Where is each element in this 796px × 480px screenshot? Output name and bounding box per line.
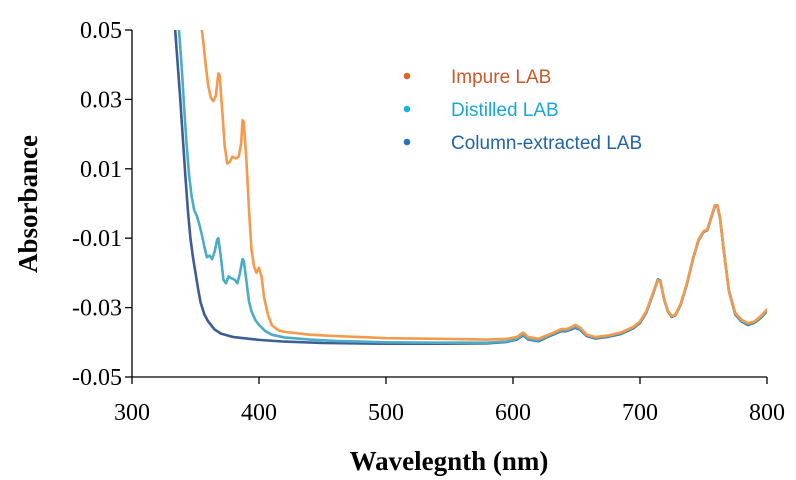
axes-layer: -0.05 -0.03 -0.01 0.01 0.03 0.05 300 400 500 600 7… <box>72 18 785 426</box>
legend-marker <box>403 72 411 80</box>
x-tick-label: 600 <box>495 400 531 426</box>
series-line-impure-lab <box>200 30 767 341</box>
y-tick-label: -0.03 <box>72 296 122 322</box>
x-tick-label: 800 <box>749 400 785 426</box>
legend-marker <box>403 105 411 113</box>
legend-marker <box>403 138 411 146</box>
legend-label: Distilled LAB <box>451 100 559 121</box>
x-tick-label: 300 <box>114 400 150 426</box>
y-tick-label: 0.01 <box>80 157 122 183</box>
y-tick-label: -0.05 <box>72 365 122 391</box>
x-tick-label: 400 <box>241 400 277 426</box>
x-tick-label: 500 <box>368 400 404 426</box>
y-tick-label: 0.03 <box>80 87 122 113</box>
x-axis-title: Wavelegnth (nm) <box>350 446 549 476</box>
y-tick-label: -0.01 <box>72 226 122 252</box>
legend-label: Column-extracted LAB <box>451 133 642 154</box>
y-axis-title: Absorbance <box>13 135 43 273</box>
x-tick-label: 700 <box>622 400 658 426</box>
legend: Impure LAB Distilled LAB Column-extracted … <box>403 67 642 154</box>
series-layer <box>173 30 767 345</box>
legend-label: Impure LAB <box>451 67 551 88</box>
y-tick-label: 0.05 <box>80 18 122 44</box>
